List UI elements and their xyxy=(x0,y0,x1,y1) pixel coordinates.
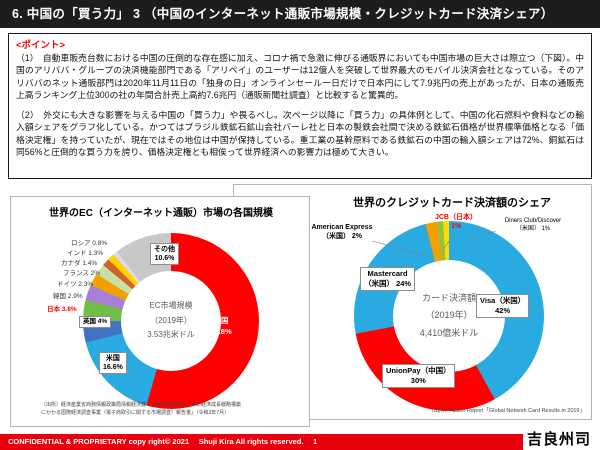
label-india: インド 1.3% xyxy=(67,250,104,257)
ec-market-chart-title: 世界のEC（インターネット通販）市場の各国規模 xyxy=(49,208,273,219)
center-label-line3: 3.53兆米ドル xyxy=(147,330,195,340)
center-label-line2: （2019年） xyxy=(150,315,192,325)
ec-market-pie-center-label: EC市場規模 （2019年） 3.53兆米ドル xyxy=(121,271,221,371)
label-mastercard: Mastercard （米国） 24% xyxy=(360,267,416,291)
label-uk: 英国 4% xyxy=(79,316,112,329)
label-korea: 韓国 2.9% xyxy=(53,293,83,300)
ec-market-chart-panel: 世界のEC（インターネット通販）市場の各国規模 EC市場規模 （2019年） 3… xyxy=(10,196,310,427)
center-label-line3: 4,410億米ドル xyxy=(419,327,479,338)
credit-card-chart-title: 世界のクレジットカード決済額のシェア xyxy=(353,197,551,209)
center-label-line2: （2019年） xyxy=(425,310,473,321)
point-paragraph-2: （2） 外交にも大きな影響を与える中国の「買う力」や畏るべし。次ページ以降に「買… xyxy=(16,109,584,158)
page-title: 6. 中国の「買う力」 3 （中国のインターネット通販市場規模・クレジットカード… xyxy=(0,0,600,28)
center-label-line1: カード決済額 xyxy=(421,293,476,304)
credit-card-chart-source: （出所）Nilson Report「Global Network Card Re… xyxy=(428,408,585,414)
label-france: フランス 2% xyxy=(63,270,101,277)
point-paragraph-1: （1） 自動車販売台数における中国の圧倒的な存在感に加え、コロナ禍で急激に伸びる… xyxy=(16,53,584,101)
label-japan: 日本 3.8% xyxy=(47,306,77,313)
points-box: <ポイント> （1） 自動車販売台数における中国の圧倒的な存在感に加え、コロナ禍… xyxy=(8,33,592,179)
label-germany: ドイツ 2.3% xyxy=(57,281,94,288)
label-russia: ロシア 0.8% xyxy=(71,240,108,247)
center-label-line1: EC市場規模 xyxy=(149,301,193,311)
label-canada: カナダ 1.4% xyxy=(61,260,98,267)
label-others: その他 10.6% xyxy=(150,243,179,266)
label-diners: Diners Club/Discover （米国） 1% xyxy=(504,218,562,233)
label-china: 中国 54.8% xyxy=(210,316,232,337)
label-unionpay: UnionPay（中国） 30% xyxy=(382,364,455,388)
footer-confidential-bar: CONFIDENTIAL & PROPRIETARY copy right© 2… xyxy=(0,434,523,450)
points-heading: <ポイント> xyxy=(16,40,66,51)
ec-market-chart-source: （出所）経済産業省商務情報政策局情報経済課「令和元年度内外一体の経済成長戦略構築… xyxy=(41,402,242,416)
label-american-express: American Express （米国） 2% xyxy=(311,224,373,241)
footer-signature: 吉良州司 xyxy=(527,430,592,448)
label-us: 米国 16.6% xyxy=(99,352,127,375)
label-visa: Visa（米国） 42% xyxy=(476,294,530,318)
label-jcb: JCB（日本） 1% xyxy=(434,214,477,231)
